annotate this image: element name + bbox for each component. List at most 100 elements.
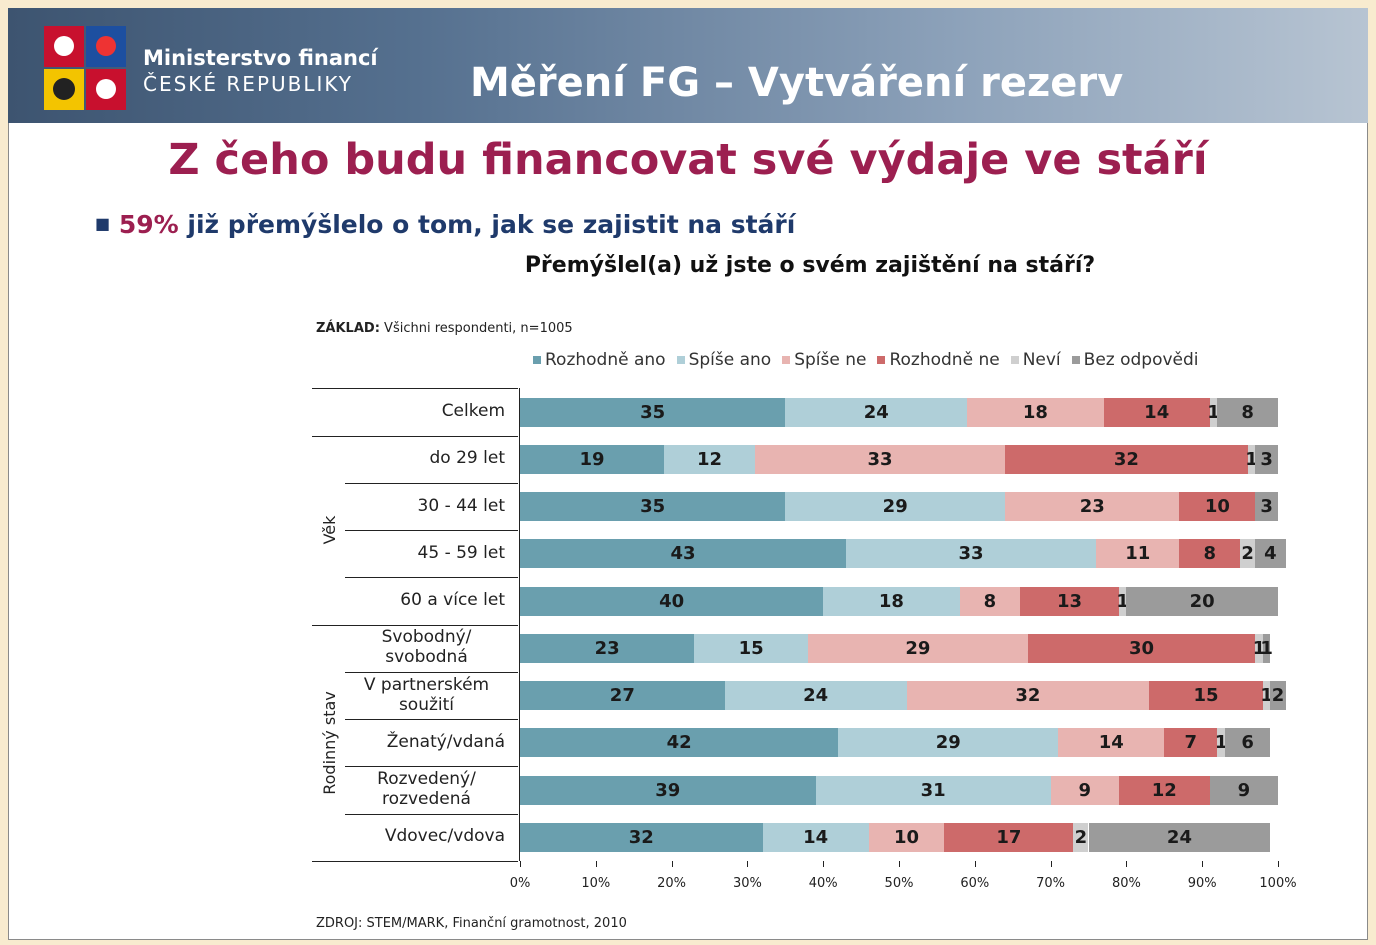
bar-segment: 33 [846, 539, 1096, 568]
x-tick [596, 861, 597, 867]
bar-segment: 1 [1248, 445, 1256, 474]
bar-segment: 29 [808, 634, 1028, 663]
row-separator [345, 530, 518, 531]
x-tick-label: 60% [945, 876, 1005, 891]
bar-segment: 42 [520, 728, 838, 757]
bar-segment: 31 [816, 776, 1051, 805]
category-label: Svobodný/ svobodná [348, 627, 505, 667]
row-separator [345, 483, 518, 484]
chart: VěkRodinný stavCelkem3524181418do 29 let… [0, 0, 1376, 945]
row-separator [312, 436, 518, 437]
row-separator [345, 719, 518, 720]
bar-segment: 9 [1051, 776, 1119, 805]
bar-segment: 40 [520, 587, 823, 616]
row-separator [345, 672, 518, 673]
row-separator [345, 766, 518, 767]
bar-segment: 29 [785, 492, 1005, 521]
bar-segment: 33 [755, 445, 1005, 474]
bar-segment: 43 [520, 539, 846, 568]
bar-segment: 7 [1164, 728, 1217, 757]
bar-segment: 24 [725, 681, 907, 710]
x-tick [1051, 861, 1052, 867]
slide-page: Ministerstvo financí ČESKÉ REPUBLIKY Měř… [0, 0, 1376, 945]
row-separator [312, 861, 518, 862]
bar-segment: 13 [1020, 587, 1119, 616]
row-separator [312, 388, 518, 389]
bar-segment: 39 [520, 776, 816, 805]
x-tick [520, 861, 521, 867]
bar-segment: 10 [869, 823, 945, 852]
category-label: 60 a více let [348, 590, 505, 610]
x-tick-label: 30% [717, 876, 777, 891]
category-label: Celkem [348, 401, 505, 421]
x-tick [1202, 861, 1203, 867]
x-tick [1126, 861, 1127, 867]
x-tick [747, 861, 748, 867]
category-label: Ženatý/vdaná [348, 732, 505, 752]
x-tick [672, 861, 673, 867]
bar-segment: 14 [1058, 728, 1164, 757]
row-separator [345, 814, 518, 815]
x-tick-label: 10% [566, 876, 626, 891]
bar-segment: 6 [1225, 728, 1270, 757]
bar-segment: 24 [1089, 823, 1271, 852]
bar-segment: 12 [1119, 776, 1210, 805]
x-tick [823, 861, 824, 867]
bar-segment: 18 [967, 398, 1103, 427]
x-tick [899, 861, 900, 867]
bar-segment: 9 [1210, 776, 1278, 805]
bar-segment: 3 [1255, 445, 1278, 474]
bar-segment: 11 [1096, 539, 1179, 568]
bar-segment: 1 [1210, 398, 1218, 427]
bar-segment: 29 [838, 728, 1058, 757]
bar-segment: 10 [1179, 492, 1255, 521]
bar-segment: 12 [664, 445, 755, 474]
bar-segment: 14 [763, 823, 869, 852]
bar-segment: 32 [907, 681, 1150, 710]
x-tick [975, 861, 976, 867]
x-tick-label: 80% [1096, 876, 1156, 891]
x-tick-label: 20% [642, 876, 702, 891]
category-label: 45 - 59 let [348, 543, 505, 563]
category-label: V partnerském soužití [348, 675, 505, 715]
bar-segment: 2 [1270, 681, 1285, 710]
category-label: Rozvedený/ rozvedená [348, 769, 505, 809]
bar-segment: 35 [520, 492, 785, 521]
category-label: 30 - 44 let [348, 496, 505, 516]
bar-segment: 20 [1126, 587, 1278, 616]
bar-segment: 3 [1255, 492, 1278, 521]
bar-segment: 17 [944, 823, 1073, 852]
bar-segment: 14 [1104, 398, 1210, 427]
bar-segment: 18 [823, 587, 959, 616]
bar-segment: 8 [1217, 398, 1278, 427]
bar-segment: 23 [1005, 492, 1179, 521]
group-label: Rodinný stav [320, 643, 340, 843]
bar-segment: 35 [520, 398, 785, 427]
x-tick-label: 50% [869, 876, 929, 891]
row-separator [345, 577, 518, 578]
bar-segment: 1 [1263, 681, 1271, 710]
bar-segment: 24 [785, 398, 967, 427]
bar-segment: 23 [520, 634, 694, 663]
bar-segment: 4 [1255, 539, 1285, 568]
category-label: Vdovec/vdova [348, 826, 505, 846]
bar-segment: 19 [520, 445, 664, 474]
x-tick-label: 70% [1021, 876, 1081, 891]
bar-segment: 1 [1217, 728, 1225, 757]
bar-segment: 8 [1179, 539, 1240, 568]
bar-segment: 32 [520, 823, 763, 852]
bar-segment: 8 [960, 587, 1021, 616]
bar-segment: 2 [1240, 539, 1255, 568]
bar-segment: 1 [1119, 587, 1127, 616]
row-separator [312, 625, 518, 626]
category-label: do 29 let [348, 448, 505, 468]
x-tick-label: 0% [490, 876, 550, 891]
bar-segment: 2 [1073, 823, 1088, 852]
bar-segment: 15 [694, 634, 808, 663]
bar-segment: 30 [1028, 634, 1255, 663]
bar-segment: 27 [520, 681, 725, 710]
bar-segment: 1 [1263, 634, 1271, 663]
x-tick [1278, 861, 1279, 867]
x-tick-label: 100% [1248, 876, 1308, 891]
group-label: Věk [320, 430, 340, 630]
